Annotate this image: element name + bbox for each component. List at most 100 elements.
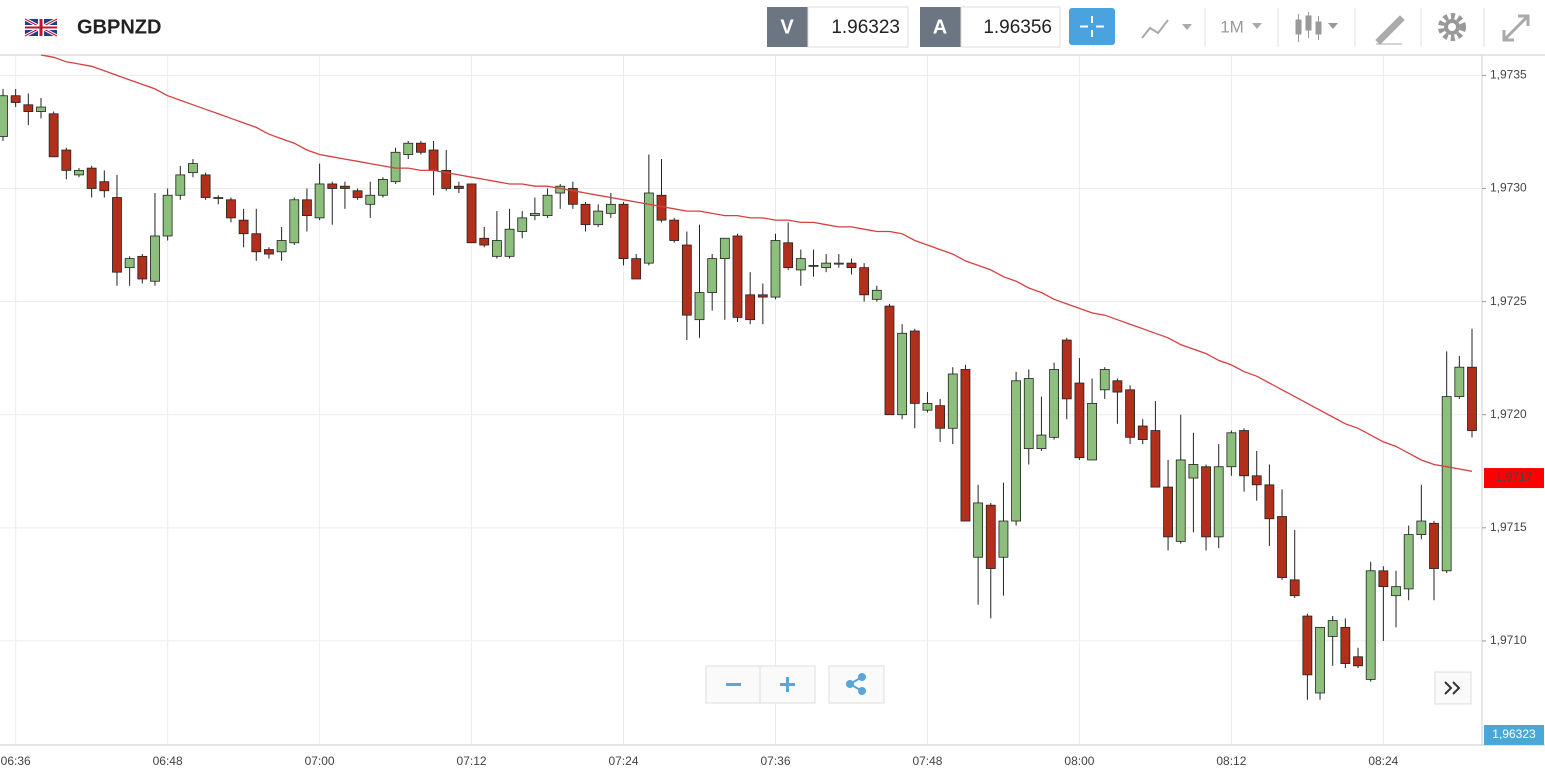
candle-body <box>504 228 515 257</box>
candle-body <box>783 242 794 269</box>
candle-body <box>378 179 388 196</box>
y-tick-label: 1,9735 <box>1490 68 1527 82</box>
candle-body <box>428 149 439 171</box>
chart-type-button[interactable] <box>1141 19 1192 39</box>
x-tick-label: 07:36 <box>760 754 790 768</box>
candle-body <box>124 258 135 269</box>
y-tick-label: 1,9725 <box>1490 294 1527 308</box>
candle-body <box>150 235 160 282</box>
candle-body <box>871 289 882 300</box>
candle-body <box>99 181 110 192</box>
candle-body <box>707 258 718 293</box>
candle-body <box>757 294 768 298</box>
candle-body <box>732 235 743 318</box>
y-tick-label: 1,9720 <box>1490 407 1527 421</box>
crosshair-button[interactable] <box>1069 8 1115 45</box>
candle-body <box>593 210 604 226</box>
x-tick-label: 07:24 <box>609 754 639 768</box>
candle-body <box>618 203 629 260</box>
candle-body <box>340 185 350 189</box>
scroll-right-button[interactable] <box>1434 671 1472 705</box>
candle-body <box>1175 459 1186 542</box>
bid-label-box <box>767 7 808 47</box>
candle-body <box>327 183 338 189</box>
settings-button[interactable] <box>1438 13 1466 41</box>
candle-body <box>960 369 971 522</box>
candle-body <box>264 249 274 255</box>
last-price-label: 1,9717 <box>1496 470 1533 484</box>
candle-body <box>1277 516 1287 578</box>
candle-body <box>1441 396 1452 572</box>
candle-body <box>1378 570 1389 588</box>
candle-body <box>10 95 21 103</box>
candle-body <box>1074 382 1085 459</box>
draw-button[interactable] <box>1375 15 1405 45</box>
bid-label: V <box>780 16 794 38</box>
fullscreen-button[interactable] <box>1502 14 1530 42</box>
y-tick-label: 1,9715 <box>1490 520 1527 534</box>
candle-body <box>314 183 325 219</box>
candle-body <box>909 330 920 404</box>
candle-body <box>479 237 490 246</box>
candle-body <box>352 190 363 198</box>
candle-body <box>719 237 730 260</box>
candle-body <box>1087 402 1097 461</box>
candle-body <box>213 197 224 199</box>
share-button[interactable] <box>828 665 885 704</box>
candle-body <box>365 194 376 205</box>
zoom-in-button[interactable] <box>759 665 816 704</box>
candle-body <box>1150 430 1161 488</box>
candle-body <box>1251 475 1262 486</box>
candle-body <box>1429 522 1439 569</box>
candle-body <box>1403 534 1414 590</box>
candle-body <box>846 262 857 269</box>
x-tick-label: 08:00 <box>1064 754 1094 768</box>
candle-body <box>897 332 908 416</box>
candle-body <box>1061 339 1072 400</box>
candle-body <box>605 203 616 214</box>
candle-body <box>276 240 287 253</box>
candle-body <box>188 163 198 174</box>
candle-body <box>61 149 72 171</box>
candle-body <box>681 244 692 316</box>
candle-body <box>1454 366 1465 398</box>
last-price-tag <box>1484 468 1544 489</box>
candle-body <box>935 405 946 429</box>
candle-body <box>1125 389 1135 438</box>
candle-body <box>416 142 426 153</box>
candle-body <box>23 104 34 112</box>
candle-body <box>567 188 578 205</box>
ask-label: A <box>933 16 947 38</box>
candle-body <box>251 233 262 253</box>
candle-body <box>1213 466 1224 538</box>
candle-body <box>1353 656 1363 667</box>
symbol: GBPNZD <box>77 16 161 38</box>
candle-body <box>162 194 173 237</box>
x-tick-label: 06:48 <box>153 754 183 768</box>
zoom-controls <box>705 665 1472 705</box>
zoom-out-button[interactable] <box>705 665 761 704</box>
candle-body <box>137 255 148 280</box>
bid-tag <box>1484 725 1544 745</box>
candle-body <box>36 106 46 112</box>
axes: 1,9710 1,9715 1,9720 1,9725 1,9730 1,9735 06:3… <box>1 68 1544 768</box>
candle-body <box>403 142 414 155</box>
x-tick-label: 07:12 <box>457 754 487 768</box>
candle-body <box>1163 486 1173 538</box>
candle-body <box>1112 380 1123 393</box>
ask-label-box <box>920 7 961 47</box>
candle-body <box>998 520 1009 558</box>
grid <box>0 55 1482 745</box>
timeframe-button[interactable]: 1M <box>1220 17 1262 36</box>
plot <box>0 54 1477 700</box>
x-tick-label: 06:36 <box>1 754 31 768</box>
x-tick-label: 08:24 <box>1368 754 1398 768</box>
x-tick-label: 07:48 <box>912 754 942 768</box>
x-tick-label: 08:12 <box>1216 754 1246 768</box>
candle-body <box>1327 620 1338 637</box>
candle-body <box>1315 626 1325 694</box>
candle-type-button[interactable] <box>1295 12 1338 42</box>
candle-body <box>0 95 8 137</box>
